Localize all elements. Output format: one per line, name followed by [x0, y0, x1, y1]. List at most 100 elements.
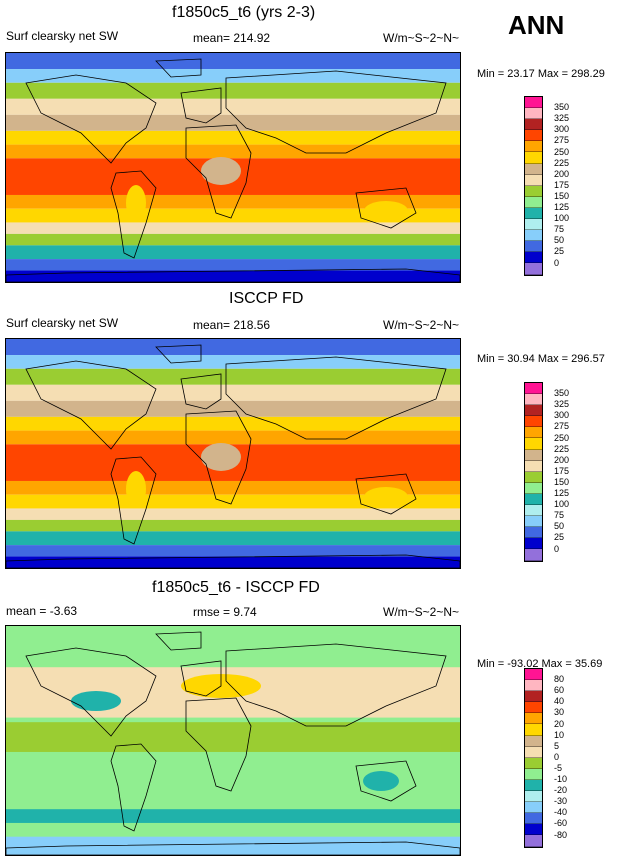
colorbar-swatch: [525, 724, 542, 736]
colorbar-swatch: [525, 779, 542, 792]
colorbar-swatch: [525, 196, 542, 208]
colorbar-label: 350: [554, 388, 570, 399]
panel1-minmax: Min = 23.17 Max = 298.29: [477, 68, 605, 80]
colorbar-label: 250: [554, 146, 570, 157]
colorbar-swatch: [525, 482, 542, 494]
colorbar-swatch: [525, 207, 542, 220]
colorbar-label: 275: [554, 421, 570, 432]
colorbar-swatch: [525, 802, 542, 814]
colorbar-swatch: [525, 141, 542, 153]
colorbar-label: 200: [554, 168, 570, 179]
colorbar-label: -10: [554, 774, 568, 784]
colorbar-label: 100: [554, 213, 570, 224]
colorbar-label: 225: [554, 157, 570, 168]
colorbar-label: 40: [554, 696, 565, 707]
colorbar-swatch: [525, 471, 542, 483]
panel1-colorbar: [524, 96, 543, 276]
colorbar-label: 80: [554, 674, 565, 685]
colorbar-swatch: [525, 252, 542, 264]
colorbar-label: 100: [554, 499, 570, 510]
colorbar-swatch: [525, 538, 542, 550]
colorbar-label: 75: [554, 224, 565, 235]
colorbar-label: 175: [554, 179, 570, 190]
panel3-minmax: Min = -93.02 Max = 35.69: [477, 658, 603, 670]
colorbar-swatch: [525, 449, 542, 461]
colorbar-label: 175: [554, 465, 570, 476]
colorbar-swatch: [525, 97, 542, 109]
colorbar-swatch: [525, 119, 542, 131]
colorbar-label: 325: [554, 113, 570, 124]
colorbar-swatch: [525, 791, 542, 803]
colorbar-swatch: [525, 735, 542, 747]
panel1-units: W/m~S~2~N~: [383, 31, 460, 45]
colorbar-label: 125: [554, 488, 570, 498]
colorbar-label: 75: [554, 510, 565, 521]
panel2-map: [5, 338, 461, 569]
colorbar-swatch: [525, 757, 542, 769]
panel2-title: ISCCP FD: [229, 290, 304, 307]
panel2-colorbar: [524, 382, 543, 562]
colorbar-swatch: [525, 230, 542, 242]
panel1-variable: Surf clearsky net SW: [6, 29, 119, 43]
panel1-title: f1850c5_t6 (yrs 2-3): [172, 4, 316, 21]
panel3-rmse: rmse = 9.74: [193, 605, 257, 619]
colorbar-label: 10: [554, 729, 565, 740]
colorbar-swatch: [525, 516, 542, 528]
colorbar-label: 350: [554, 102, 570, 113]
colorbar-swatch: [525, 713, 542, 725]
colorbar-swatch: [525, 241, 542, 253]
colorbar-swatch: [525, 185, 542, 197]
panel3-map: [5, 625, 461, 856]
colorbar-label: 25: [554, 246, 565, 257]
panel3-colorbar: [524, 668, 543, 848]
colorbar-label: 300: [554, 124, 570, 135]
colorbar-swatch: [525, 174, 542, 186]
colorbar-swatch: [525, 427, 542, 439]
panel1-map: [5, 52, 461, 283]
colorbar-label: 125: [554, 202, 570, 212]
colorbar-swatch: [525, 702, 542, 714]
colorbar-label: 60: [554, 685, 565, 696]
panel2-variable: Surf clearsky net SW: [6, 316, 119, 330]
panel2-minmax: Min = 30.94 Max = 296.57: [477, 353, 605, 365]
colorbar-label: 300: [554, 410, 570, 421]
colorbar-label: -20: [554, 785, 568, 796]
colorbar-label: -30: [554, 796, 568, 807]
colorbar-swatch: [525, 505, 542, 517]
colorbar-label: 25: [554, 532, 565, 543]
colorbar-swatch: [525, 768, 542, 780]
colorbar-label: 150: [554, 476, 570, 487]
colorbar-label: 0: [554, 751, 560, 762]
colorbar-swatch: [525, 824, 542, 836]
colorbar-label: 0: [554, 257, 560, 268]
colorbar-swatch: [525, 405, 542, 417]
colorbar-swatch: [525, 549, 542, 561]
panel3-mean: mean = -3.63: [6, 604, 78, 618]
colorbar-label: 0: [554, 543, 560, 554]
colorbar-label: -5: [554, 762, 563, 773]
colorbar-label: 20: [554, 718, 565, 729]
colorbar-swatch: [525, 130, 542, 142]
colorbar-label: -80: [554, 829, 568, 840]
colorbar-label: -60: [554, 818, 568, 829]
colorbar-swatch: [525, 746, 542, 758]
colorbar-swatch: [525, 108, 542, 120]
colorbar-swatch: [525, 438, 542, 450]
colorbar-label: 275: [554, 135, 570, 146]
colorbar-label: 50: [554, 235, 565, 246]
colorbar-swatch: [525, 383, 542, 395]
colorbar-swatch: [525, 691, 542, 703]
colorbar-swatch: [525, 416, 542, 428]
panel3-title: f1850c5_t6 - ISCCP FD: [152, 579, 320, 596]
colorbar-label: -40: [554, 807, 568, 818]
colorbar-label: 250: [554, 432, 570, 443]
colorbar-label: 30: [554, 707, 565, 718]
colorbar-swatch: [525, 163, 542, 175]
colorbar-swatch: [525, 669, 542, 681]
panel1-mean: mean= 214.92: [193, 31, 271, 45]
colorbar-swatch: [525, 152, 542, 164]
colorbar-swatch: [525, 680, 542, 692]
colorbar-swatch: [525, 460, 542, 472]
colorbar-label: 50: [554, 521, 565, 532]
colorbar-swatch: [525, 527, 542, 539]
